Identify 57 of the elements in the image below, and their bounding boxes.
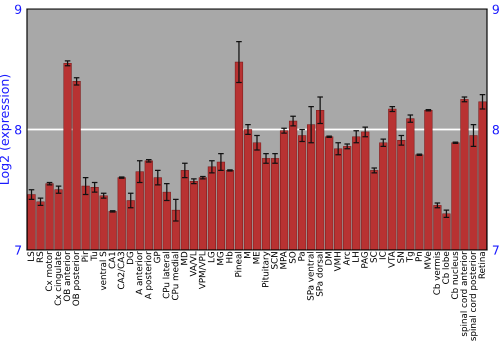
x-tick-label: Cb vermis [433,252,440,295]
x-tick-label: A posterior [144,251,153,300]
y2-tick-label: 7 [492,246,499,255]
x-tick-label: Tg [406,252,415,262]
x-tick-label: LH [352,252,359,262]
x-tick-label: Pn [415,252,422,262]
y-tick-label: 9 [14,4,22,14]
x-tick-label: spinal cord posterior [469,251,478,341]
x-tick-label: IC [379,252,386,260]
y-tick-label: 8 [15,124,22,134]
x-tick-label: Cb lobe [442,252,449,284]
x-tick-label: VMH [334,252,341,272]
x-tick-label: spinal cord anterior [460,251,469,336]
x-tick-label: CA2/CA3 [118,252,125,290]
x-tick-label: A anterior [136,251,142,295]
x-tick-label: Hb [226,252,232,263]
x-tick-label: Cx cingulate [54,252,63,306]
x-tick-label: RS [36,252,44,262]
x-tick-label: ventral S [99,252,106,290]
x-tick-label: MG [216,252,224,265]
x-tick-label: DM [325,252,332,265]
x-tick-label: Retina [478,252,486,278]
x-tick-label: ME [253,252,260,264]
x-tick-label: CA1 [108,252,116,268]
x-tick-label: VA/VL [190,251,198,276]
x-tick-label: OB posterior [72,251,81,306]
x-tick-label: Tu [90,252,98,261]
x-tick-label: SC [370,252,377,262]
x-tick-label: Pineal [234,252,242,277]
x-tick-label: SN [397,252,404,263]
x-tick-label: CPu lateral [162,252,170,298]
x-tick-label: MPA [280,251,286,269]
x-tick-label: OB anterior [63,251,70,302]
x-tick-label: VTA [388,251,395,268]
x-tick-label: DG [126,252,134,264]
x-tick-label: LS [27,252,34,261]
x-tick-label: Pir [81,251,88,262]
x-tick-label: LG [208,252,214,262]
x-tick-label: SPa ventral [306,252,314,300]
x-tick-label: SCN [270,252,278,269]
x-tick-label: Pituitary [262,252,270,287]
x-tick-label: Arc [343,252,350,266]
y2-tick-label: 8 [492,124,499,134]
x-tick-label: M [244,252,250,258]
x-tick-label: MD [180,252,188,265]
x-tick-label: Cx motor [45,251,52,292]
x-tick-label: SPa dorsal [316,252,323,296]
x-tick-label: VPM/VPL [198,251,206,290]
x-tick-label: PAG [361,252,368,268]
x-tick-label: SO [289,252,296,264]
x-tick-label: GP [154,252,160,263]
y-tick-label: 7 [15,246,22,255]
x-tick-label: Cb nucleus [451,252,458,300]
y2-tick-label: 9 [492,4,499,14]
x-tick-label: Pa [298,252,305,261]
x-tick-label: MVe [424,252,431,269]
x-tick-label: CPu medial [172,252,178,300]
